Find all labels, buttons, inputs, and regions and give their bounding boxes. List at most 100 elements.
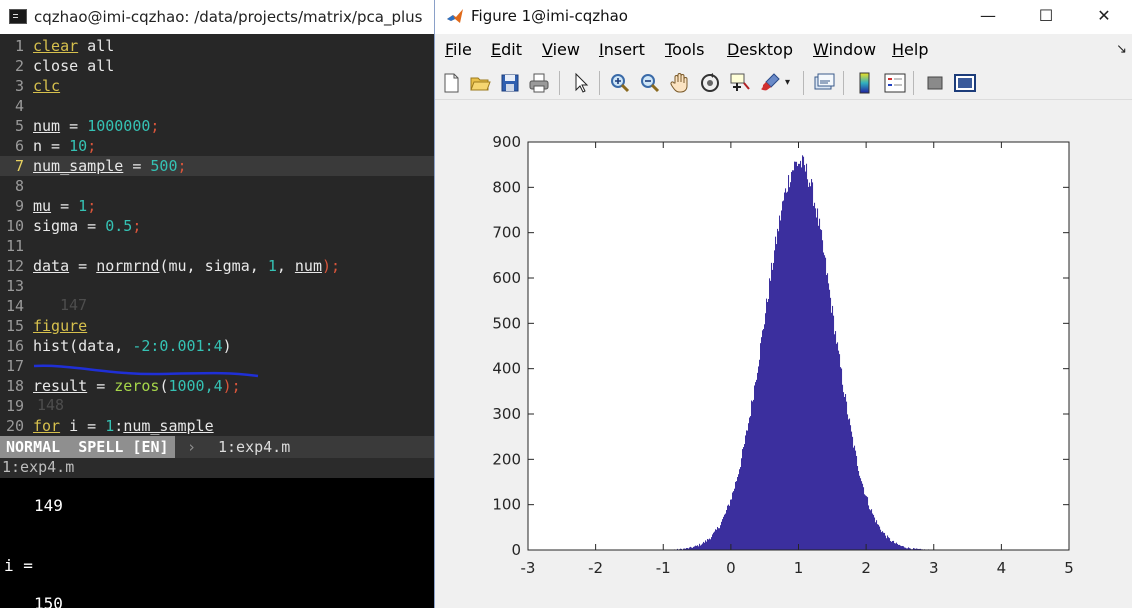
menu-file[interactable]: File [445,40,472,59]
edit-plot-arrow-icon[interactable] [569,71,593,95]
histogram-bar [798,163,800,550]
vim-editor[interactable]: 147 148 1 clear all 2 close all 3 clc 4 5 num = … [0,34,434,436]
histogram-bar [717,526,719,550]
zoom-in-icon[interactable] [608,71,632,95]
pan-hand-icon[interactable] [668,71,692,95]
maximize-button[interactable]: ☐ [1038,6,1054,25]
colorbar-icon[interactable] [853,71,877,95]
histogram-bar [814,202,816,550]
code-token: -2:0.001:4 [132,337,223,355]
histogram-bar [871,509,873,550]
statusline-separator: › [187,438,197,456]
histogram-bar [781,210,783,550]
histogram-bar [714,531,716,550]
histogram-bar [883,532,885,550]
y-tick-label: 200 [492,450,521,468]
code-line[interactable]: 11 [0,236,434,256]
open-file-icon[interactable] [468,71,492,95]
code-line[interactable]: 2 close all [0,56,434,76]
histogram-bar [696,545,698,550]
histogram-bar [782,201,784,550]
histogram-bar [721,521,723,550]
matlab-console[interactable]: 149 i = 150 [0,478,434,608]
code-token: num_sample [123,417,214,435]
menu-help[interactable]: Help [892,40,928,59]
legend-icon[interactable] [883,71,907,95]
print-icon[interactable] [527,71,551,95]
code-token: ) [222,337,232,355]
menu-edit[interactable]: Edit [491,40,522,59]
code-token: result [33,377,88,395]
line-number: 15 [5,317,24,335]
histogram-bar [698,546,700,550]
histogram-bar [743,447,745,550]
y-tick-label: 700 [492,224,521,242]
x-tick-label: 2 [861,559,871,577]
histogram-bar [785,188,787,550]
x-tick-label: 4 [997,559,1007,577]
brush-icon[interactable] [758,71,782,95]
menu-label: esktop [739,40,793,59]
histogram-plot[interactable]: -3 -2 -1 0 1 2 3 4 5 0 100 200 300 400 500 600 700 800 90… [435,101,1132,608]
close-button[interactable]: ✕ [1097,6,1111,25]
code-line[interactable]: 5 num = 1000000; [0,116,434,136]
save-icon[interactable] [498,71,522,95]
vim-cmdline[interactable]: 1:exp4.m [0,458,434,478]
figure-titlebar[interactable]: Figure 1@imi-cqzhao — ☐ ✕ [435,0,1132,34]
rotate-3d-icon[interactable] [698,71,722,95]
line-number: 17 [5,357,24,375]
code-line[interactable]: 20 for i = 1:num_sample [0,416,434,436]
code-line[interactable]: 16 hist(data, -2:0.001:4) [0,336,434,356]
code-line[interactable]: 14 [0,296,434,316]
menu-desktop[interactable]: Desktop [727,40,793,59]
code-line[interactable]: 8 [0,176,434,196]
histogram-bar [763,328,765,550]
minimize-button[interactable]: — [980,6,996,25]
code-token: ; [132,217,142,235]
histogram-bar [731,499,733,550]
code-line[interactable]: 3 clc [0,76,434,96]
histogram-bar [737,477,739,550]
code-line[interactable]: 18 result = zeros(1000,4); [0,376,434,396]
code-line[interactable]: 9 mu = 1; [0,196,434,216]
histogram-bar [725,513,727,550]
histogram-bar [804,165,806,550]
code-line[interactable]: 10 sigma = 0.5; [0,216,434,236]
code-line[interactable]: 4 [0,96,434,116]
code-line[interactable]: 6 n = 10; [0,136,434,156]
histogram-bar [747,430,749,550]
code-line[interactable]: 1 clear all [0,36,434,56]
link-plot-icon[interactable] [812,71,836,95]
menu-tools[interactable]: Tools [665,40,704,59]
zoom-out-icon[interactable] [638,71,662,95]
dock-arrow-icon[interactable]: ↘ [1116,42,1127,57]
figure-canvas[interactable]: -3 -2 -1 0 1 2 3 4 5 0 100 200 300 400 500 600 700 800 90… [435,101,1132,608]
code-line[interactable]: 19 [0,396,434,416]
histogram-bar [800,160,802,550]
terminal-title: cqzhao@imi-cqzhao: /data/projects/matrix… [34,8,423,26]
histogram-bar [907,548,909,550]
menu-insert[interactable]: Insert [599,40,645,59]
code-line[interactable]: 7 num_sample = 500; [0,156,434,176]
menu-accel: F [445,40,454,59]
code-line[interactable]: 15 figure [0,316,434,336]
hide-plot-tools-icon[interactable] [923,71,947,95]
line-number: 20 [5,417,24,435]
histogram-bar [843,392,845,550]
brush-dropdown-icon[interactable]: ▾ [785,77,791,88]
code-line[interactable]: 17 [0,356,434,376]
histogram-bar [919,548,921,550]
menu-window[interactable]: Window [813,40,876,59]
buffer-name: 1:exp4.m [218,438,291,456]
menu-view[interactable]: View [542,40,580,59]
histogram-bar [728,504,730,550]
new-figure-icon[interactable] [439,71,463,95]
code-line[interactable]: 12 data = normrnd(mu, sigma, 1, num); [0,256,434,276]
line-number: 16 [5,337,24,355]
code-line[interactable]: 13 [0,276,434,296]
data-cursor-icon[interactable] [728,71,752,95]
code-token: 0.5 [105,217,133,235]
show-plot-tools-icon[interactable] [953,71,977,95]
terminal-titlebar[interactable]: cqzhao@imi-cqzhao: /data/projects/matrix… [0,0,434,34]
line-number: 18 [5,377,24,395]
